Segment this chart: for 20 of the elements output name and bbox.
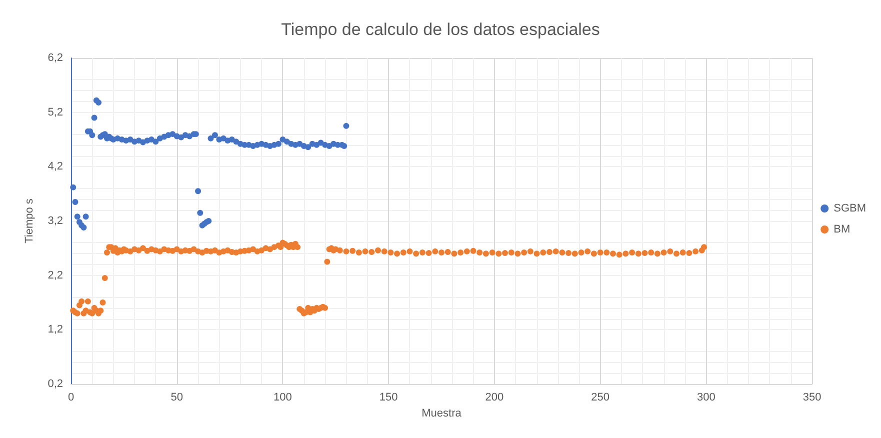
y-axis-title: Tiempo s <box>24 198 36 244</box>
legend-label: SGBM <box>834 202 866 214</box>
y-tick-label: 6,2 <box>48 52 63 64</box>
x-tick-label: 0 <box>68 392 74 404</box>
y-tick-label: 2,2 <box>48 269 63 282</box>
y-tick-label: 4,2 <box>48 160 63 173</box>
y-tick-label: 0,2 <box>48 378 63 390</box>
x-tick-label: 150 <box>379 392 398 404</box>
x-tick-label: 300 <box>696 392 716 404</box>
x-tick-label: 250 <box>591 392 610 404</box>
y-tick-label: 1,2 <box>48 324 63 336</box>
x-axis-title: Muestra <box>422 407 462 420</box>
y-tick-label: 5,2 <box>48 106 63 118</box>
x-tick-label: 100 <box>274 392 292 404</box>
x-tick-label: 50 <box>170 392 183 404</box>
x-tick-label: 350 <box>802 392 822 404</box>
y-tick-label: 3,2 <box>48 215 63 227</box>
legend-label: BM <box>834 224 850 236</box>
chart-title: Tiempo de calculo de los datos espaciales <box>281 20 600 39</box>
x-tick-label: 200 <box>485 392 504 404</box>
